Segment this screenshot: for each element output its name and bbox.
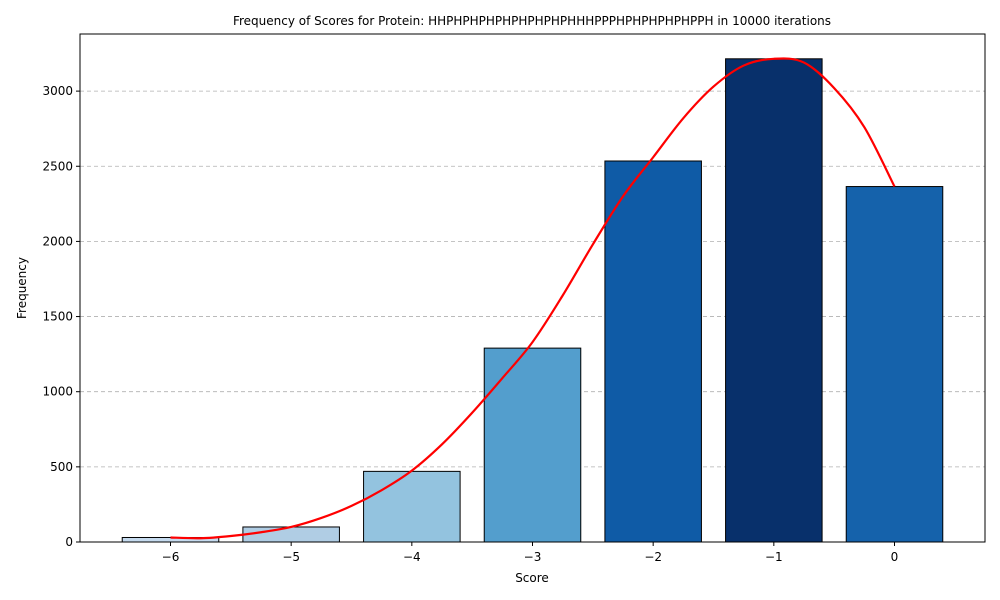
fit-curve-layer [170,57,896,540]
y-axis-ticks: 0 500 1000 1500 2000 2500 3000 [42,84,80,549]
x-tick-label-−6: −6 [162,550,180,564]
fit-curve [170,57,896,540]
bar-0 [845,186,944,543]
x-axis-label: Score [515,571,549,585]
x-tick-label-0: 0 [891,550,899,564]
y-tick-label-5: 2500 [42,159,73,173]
x-axis-ticks: −6 −5 −4 −3 −2 −1 0 [162,542,899,564]
y-tick-label-4: 2000 [42,234,73,248]
bar-−2 [604,160,702,543]
gridlines [80,90,985,468]
y-tick-label-6: 3000 [42,84,73,98]
x-tick-label-−1: −1 [765,550,783,564]
x-tick-label-−3: −3 [524,550,542,564]
y-tick-label-3: 1500 [42,310,73,324]
y-axis-label: Frequency [15,257,29,319]
bars [121,58,944,543]
bar-−4 [363,470,461,543]
x-tick-label-−4: −4 [403,550,421,564]
y-tick-label-0: 0 [65,535,73,549]
chart-title: Frequency of Scores for Protein: HHPHPHP… [233,14,831,28]
bar-−1 [725,58,823,543]
x-tick-label-−5: −5 [282,550,300,564]
bar-−5 [242,526,340,543]
y-tick-label-2: 1000 [42,385,73,399]
x-tick-label-−2: −2 [644,550,662,564]
y-tick-label-1: 500 [50,460,73,474]
bar-−3 [483,347,582,543]
